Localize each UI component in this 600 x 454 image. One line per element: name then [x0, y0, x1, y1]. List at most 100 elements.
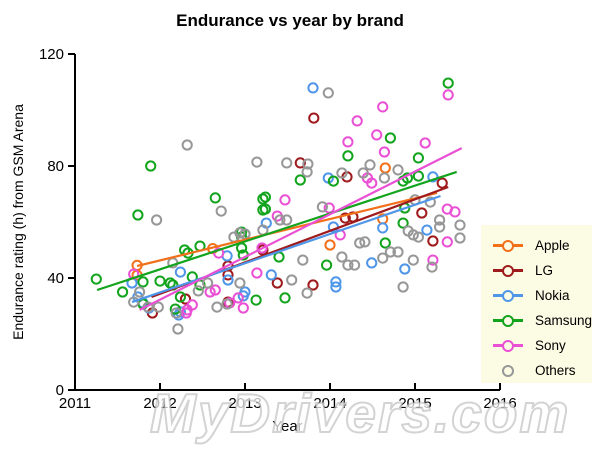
data-point-apple [379, 162, 391, 174]
data-point-others [342, 259, 354, 271]
data-point-samsung [442, 77, 454, 89]
data-point-others [221, 298, 233, 310]
data-point-sony [323, 202, 335, 214]
data-point-samsung [257, 193, 269, 205]
data-point-nokia [366, 257, 378, 269]
data-point-sony [279, 194, 291, 206]
data-point-samsung [379, 237, 391, 249]
data-point-others [336, 251, 348, 263]
y-tick-label: 120 [39, 46, 64, 63]
data-point-lg [179, 293, 192, 305]
data-point-others [151, 214, 163, 226]
legend-label: LG [535, 263, 554, 278]
data-point-nokia [222, 274, 234, 286]
data-point-others [215, 205, 227, 217]
data-point-others [434, 214, 446, 226]
legend-marker-icon [493, 289, 523, 303]
data-point-others [134, 286, 146, 298]
x-tick-label: 2016 [483, 395, 516, 412]
data-point-others [316, 201, 328, 213]
legend-marker-icon [493, 314, 523, 328]
data-point-samsung [384, 132, 396, 144]
data-point-nokia [427, 171, 439, 183]
data-point-others [202, 277, 214, 289]
trend-line-sony [139, 147, 463, 311]
data-point-samsung [294, 174, 306, 186]
data-point-others [359, 236, 371, 248]
data-point-others [407, 254, 419, 266]
x-tick-label: 2014 [313, 395, 346, 412]
data-point-sony [366, 177, 378, 189]
legend-item-apple: Apple [493, 233, 592, 258]
data-point-others [384, 246, 396, 258]
trend-line-nokia [131, 194, 441, 304]
data-point-samsung [259, 203, 271, 215]
data-point-samsung [397, 217, 409, 229]
x-tick-label: 2011 [59, 395, 91, 412]
data-point-others [454, 232, 466, 244]
data-point-samsung [279, 292, 291, 304]
x-tick-label: 2015 [398, 395, 431, 412]
data-point-others [211, 301, 223, 313]
data-point-nokia [330, 276, 342, 288]
data-point-sony [441, 236, 453, 248]
data-point-nokia [239, 286, 251, 298]
data-point-lg [339, 212, 351, 224]
data-point-others [397, 281, 409, 293]
data-point-sony [186, 299, 198, 311]
x-tick-label: 2013 [228, 395, 261, 412]
data-point-sony [449, 206, 461, 218]
data-point-lg [436, 177, 448, 189]
data-point-samsung [259, 191, 271, 203]
data-point-samsung [250, 294, 262, 306]
legend-item-sony: Sony [493, 333, 592, 358]
chart-title: Endurance vs year by brand [176, 11, 404, 30]
data-point-nokia [399, 263, 411, 275]
data-point-lg [308, 112, 320, 124]
data-point-nokia [330, 281, 342, 293]
data-point-others [297, 254, 309, 266]
data-point-nokia [421, 224, 433, 236]
data-point-samsung [90, 273, 102, 285]
data-point-others [152, 301, 164, 313]
data-point-samsung [174, 291, 186, 303]
data-point-sony [256, 242, 268, 254]
data-point-samsung [145, 160, 157, 172]
data-point-others [354, 237, 366, 249]
data-point-others [286, 274, 298, 286]
data-point-samsung [327, 175, 339, 187]
legend-item-lg: LG [493, 258, 592, 283]
data-point-sony [427, 254, 439, 266]
data-point-others [357, 167, 369, 179]
data-point-samsung [117, 286, 129, 298]
data-point-others [426, 261, 438, 273]
data-point-sony [237, 302, 249, 314]
legend-item-others: Others [493, 358, 592, 383]
data-point-sony [213, 247, 225, 259]
data-point-sony [371, 129, 383, 141]
data-point-others [234, 227, 246, 239]
data-point-samsung [412, 170, 424, 182]
data-point-others [281, 214, 293, 226]
data-point-sony [251, 267, 263, 279]
data-point-nokia [265, 269, 277, 281]
legend-label: Others [535, 363, 576, 378]
data-point-nokia [174, 266, 186, 278]
legend-label: Samsung [535, 313, 593, 328]
legend-label: Nokia [535, 288, 570, 303]
data-point-others [301, 166, 313, 178]
data-point-others [378, 172, 390, 184]
trend-line-samsung [96, 170, 458, 292]
data-point-others [128, 296, 140, 308]
data-point-nokia [307, 82, 319, 94]
data-point-sony [351, 115, 363, 127]
data-point-sony [419, 137, 431, 149]
legend-marker-icon [493, 364, 523, 378]
data-point-sony [377, 101, 389, 113]
y-tick-label: 80 [47, 158, 64, 175]
data-point-samsung [132, 209, 144, 221]
data-point-others [364, 159, 376, 171]
trend-line-apple [136, 191, 438, 268]
